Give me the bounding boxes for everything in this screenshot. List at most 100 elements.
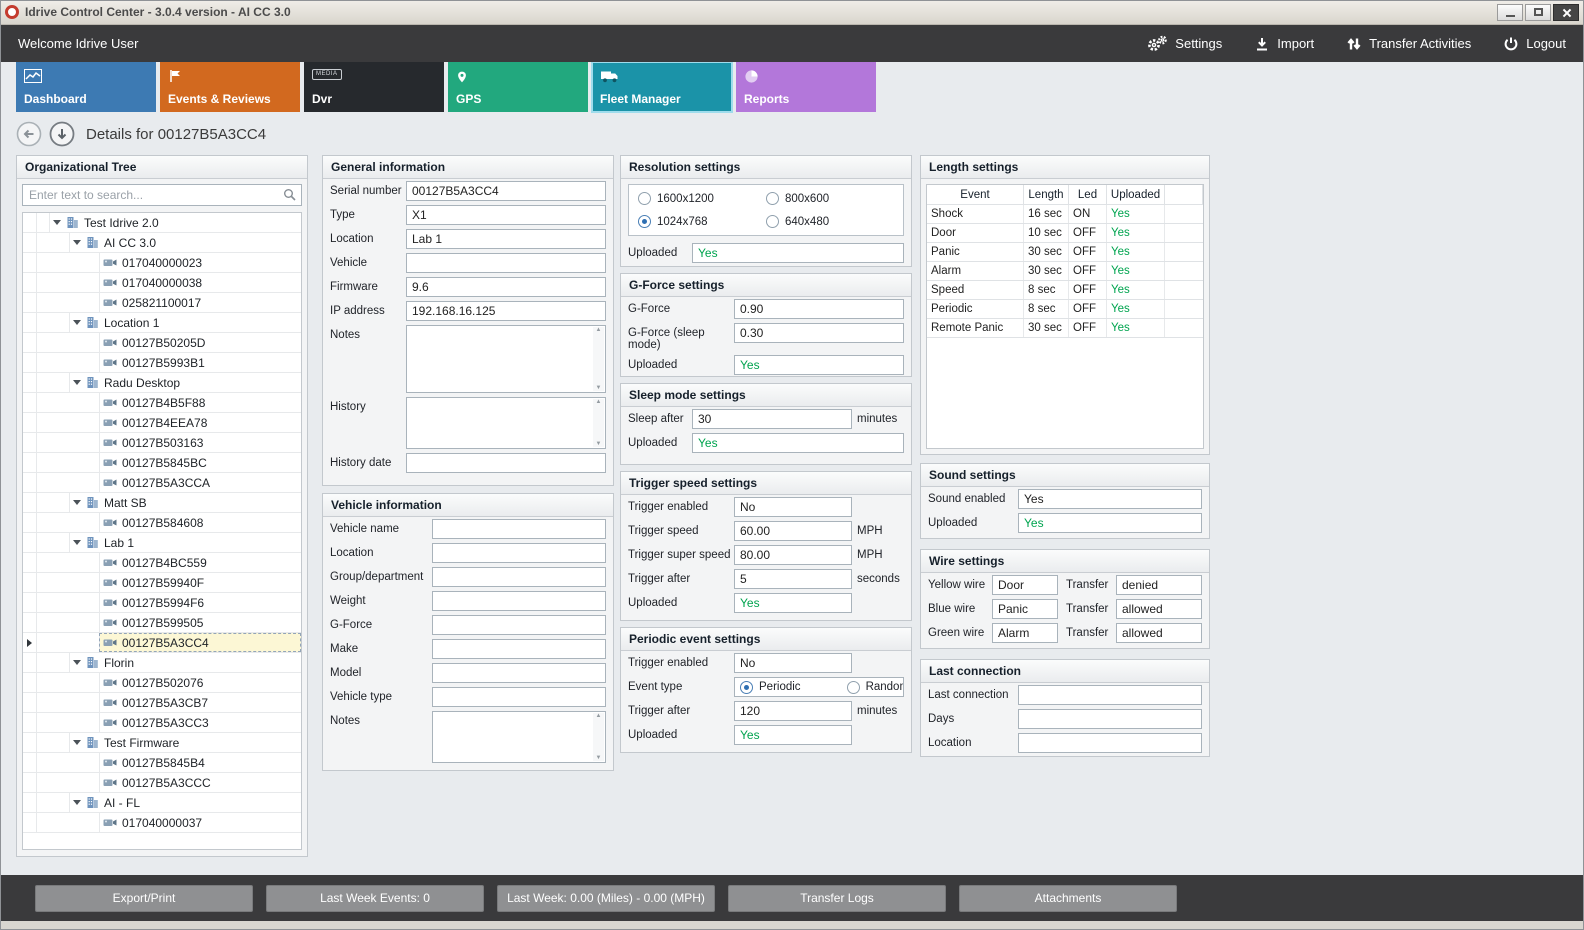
close-button[interactable] <box>1553 3 1579 21</box>
tree-node[interactable]: 00127B5845B4 <box>23 753 301 773</box>
wire-event-field[interactable]: Panic <box>992 599 1058 619</box>
footer-button[interactable]: Transfer Logs <box>728 884 946 912</box>
footer-button[interactable]: Last Week: 0.00 (Miles) - 0.00 (MPH) <box>497 884 715 912</box>
column-header-length[interactable]: Length <box>1024 185 1069 204</box>
expand-collapse-icon[interactable] <box>73 320 81 325</box>
text-field[interactable]: 80.00 <box>734 545 852 565</box>
tab-dvr[interactable]: MEDIA Dvr <box>304 62 444 112</box>
tree-node-cell[interactable]: AI - FL <box>69 793 301 812</box>
tree-node[interactable]: Radu Desktop <box>23 373 301 393</box>
tree-node-cell[interactable]: Test Firmware <box>69 733 301 752</box>
uploaded-field[interactable]: Yes <box>734 725 852 745</box>
import-button[interactable]: Import <box>1254 36 1314 52</box>
text-field[interactable]: 0.90 <box>734 299 904 319</box>
tab-gps[interactable]: GPS <box>448 62 588 112</box>
field-scrollbar[interactable] <box>593 327 604 391</box>
tab-fleet-manager[interactable]: Fleet Manager <box>591 61 733 113</box>
tree-node[interactable]: 00127B50205D <box>23 333 301 353</box>
tree-node-cell[interactable]: Radu Desktop <box>69 373 301 392</box>
firmware-field[interactable]: 9.6 <box>406 277 606 297</box>
tab-events-reviews[interactable]: Events & Reviews <box>160 62 300 112</box>
tree-node[interactable]: 00127B584608 <box>23 513 301 533</box>
wire-transfer-field[interactable]: allowed <box>1116 623 1202 643</box>
length-table-row[interactable]: Door 10 sec OFF Yes <box>927 224 1203 243</box>
footer-button[interactable]: Attachments <box>959 884 1177 912</box>
text-field[interactable]: 60.00 <box>734 521 852 541</box>
wire-transfer-field[interactable]: allowed <box>1116 599 1202 619</box>
tree-node-cell[interactable]: Test Idrive 2.0 <box>49 213 301 232</box>
sleep-after-field[interactable]: 30 <box>692 409 852 429</box>
text-field[interactable] <box>432 519 606 539</box>
radio-1600x1200[interactable]: 1600x1200 <box>638 192 766 205</box>
expand-collapse-icon[interactable] <box>73 500 81 505</box>
type-field[interactable]: X1 <box>406 205 606 225</box>
uploaded-field[interactable]: Yes <box>1018 513 1202 533</box>
tree-node-cell[interactable]: Florin <box>69 653 301 672</box>
field-scrollbar[interactable] <box>593 399 604 447</box>
search-input[interactable] <box>22 184 302 206</box>
wire-event-field[interactable]: Door <box>992 575 1058 595</box>
settings-button[interactable]: Settings <box>1146 35 1222 52</box>
maximize-button[interactable] <box>1525 3 1551 21</box>
trigger-enabled-field[interactable]: No <box>734 653 852 673</box>
radio-640x480[interactable]: 640x480 <box>766 215 894 228</box>
collapse-down-button[interactable] <box>49 121 75 147</box>
field-scrollbar[interactable] <box>593 713 604 761</box>
text-field[interactable] <box>1018 733 1202 753</box>
logout-button[interactable]: Logout <box>1503 36 1566 52</box>
footer-button[interactable]: Last Week Events: 0 <box>266 884 484 912</box>
text-field[interactable] <box>1018 685 1202 705</box>
tree-node-cell[interactable]: 00127B584608 <box>99 513 301 532</box>
text-field[interactable] <box>432 687 606 707</box>
tree-node-cell[interactable]: 00127B5A3CB7 <box>99 693 301 712</box>
expand-collapse-icon[interactable] <box>73 800 81 805</box>
tree-node-cell[interactable]: 00127B50205D <box>99 333 301 352</box>
tree-node-cell[interactable]: AI CC 3.0 <box>69 233 301 252</box>
length-table-row[interactable]: Remote Panic 30 sec OFF Yes <box>927 319 1203 338</box>
tree-node-cell[interactable]: 00127B5A3CC3 <box>99 713 301 732</box>
uploaded-field[interactable]: Yes <box>692 243 904 263</box>
tree-node[interactable]: Test Firmware <box>23 733 301 753</box>
tree-node[interactable]: 00127B5A3CC3 <box>23 713 301 733</box>
tree-node-cell[interactable]: 00127B4B5F88 <box>99 393 301 412</box>
column-header-led[interactable]: Led <box>1069 185 1107 204</box>
expand-collapse-icon[interactable] <box>73 380 81 385</box>
back-button[interactable] <box>16 121 42 147</box>
history-field[interactable] <box>406 397 606 449</box>
tab-reports[interactable]: Reports <box>736 62 876 112</box>
tree-node-cell[interactable]: 025821100017 <box>99 293 301 312</box>
tree-node[interactable]: 00127B4EEA78 <box>23 413 301 433</box>
tree-node-cell[interactable]: 00127B5994F6 <box>99 593 301 612</box>
tree-node[interactable]: AI - FL <box>23 793 301 813</box>
tree-node[interactable]: 00127B5A3CB7 <box>23 693 301 713</box>
notes-field[interactable] <box>406 325 606 393</box>
history-date-field[interactable] <box>406 453 606 473</box>
radio-1024x768[interactable]: 1024x768 <box>638 215 766 228</box>
tree-node-cell[interactable]: 00127B502076 <box>99 673 301 692</box>
tree-node[interactable]: 017040000038 <box>23 273 301 293</box>
length-table-row[interactable]: Speed 8 sec OFF Yes <box>927 281 1203 300</box>
sound-enabled-field[interactable]: Yes <box>1018 489 1202 509</box>
tree-node[interactable]: 00127B502076 <box>23 673 301 693</box>
text-field[interactable] <box>1018 709 1202 729</box>
length-table-row[interactable]: Panic 30 sec OFF Yes <box>927 243 1203 262</box>
tree-node[interactable]: 00127B4B5F88 <box>23 393 301 413</box>
tree-node[interactable]: 025821100017 <box>23 293 301 313</box>
tree-node-cell[interactable]: 00127B4BC559 <box>99 553 301 572</box>
wire-event-field[interactable]: Alarm <box>992 623 1058 643</box>
uploaded-field[interactable]: Yes <box>734 355 904 375</box>
tree-node[interactable]: 00127B5A3CCC <box>23 773 301 793</box>
tree-node[interactable]: Lab 1 <box>23 533 301 553</box>
tab-dashboard[interactable]: Dashboard <box>16 62 156 112</box>
text-field[interactable]: 0.30 <box>734 323 904 343</box>
tree-node-cell[interactable]: 00127B503163 <box>99 433 301 452</box>
text-field[interactable] <box>432 663 606 683</box>
tree-node[interactable]: Matt SB <box>23 493 301 513</box>
text-field[interactable]: 5 <box>734 569 852 589</box>
radio-random[interactable]: Random <box>846 680 903 694</box>
column-header-uploaded[interactable]: Uploaded <box>1107 185 1165 204</box>
serial-number-field[interactable]: 00127B5A3CC4 <box>406 181 606 201</box>
tree-node[interactable]: 017040000023 <box>23 253 301 273</box>
tree-node-cell[interactable]: 00127B599505 <box>99 613 301 632</box>
vehicle-field[interactable] <box>406 253 606 273</box>
